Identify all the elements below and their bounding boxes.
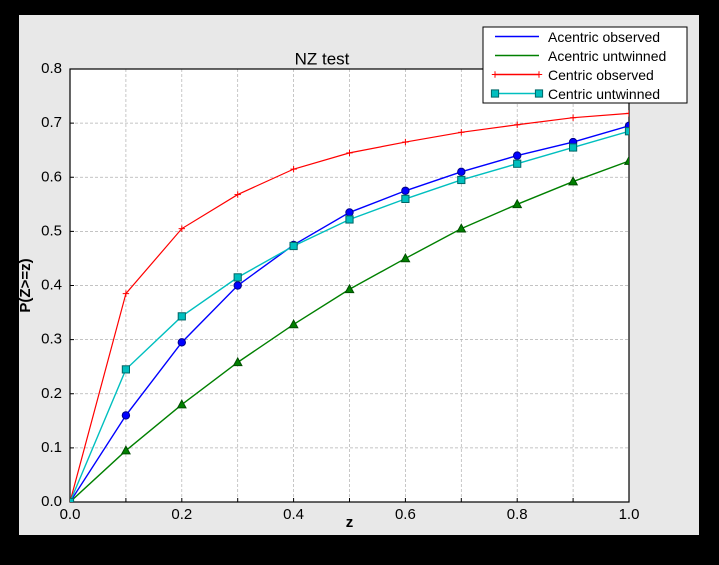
svg-text:Acentric observed: Acentric observed	[548, 29, 660, 45]
svg-text:0.4: 0.4	[41, 277, 62, 294]
svg-text:0.2: 0.2	[41, 385, 62, 402]
svg-text:0.3: 0.3	[41, 331, 62, 348]
svg-text:NZ test: NZ test	[295, 50, 350, 69]
svg-text:0.2: 0.2	[171, 506, 192, 523]
svg-text:0.6: 0.6	[41, 168, 62, 185]
svg-text:0.8: 0.8	[507, 506, 528, 523]
svg-text:z: z	[346, 514, 354, 531]
svg-text:0.4: 0.4	[283, 506, 304, 523]
svg-text:0.0: 0.0	[60, 506, 81, 523]
svg-text:0.7: 0.7	[41, 114, 62, 131]
svg-text:0.5: 0.5	[41, 222, 62, 239]
svg-text:P(Z>=z): P(Z>=z)	[19, 258, 34, 312]
svg-text:Centric untwinned: Centric untwinned	[548, 86, 660, 102]
svg-text:0.8: 0.8	[41, 60, 62, 77]
svg-text:1.0: 1.0	[619, 506, 640, 523]
svg-text:Centric observed: Centric observed	[548, 67, 654, 83]
svg-text:Acentric untwinned: Acentric untwinned	[548, 48, 666, 64]
svg-text:0.0: 0.0	[41, 493, 62, 510]
svg-text:0.6: 0.6	[395, 506, 416, 523]
svg-text:0.1: 0.1	[41, 439, 62, 456]
